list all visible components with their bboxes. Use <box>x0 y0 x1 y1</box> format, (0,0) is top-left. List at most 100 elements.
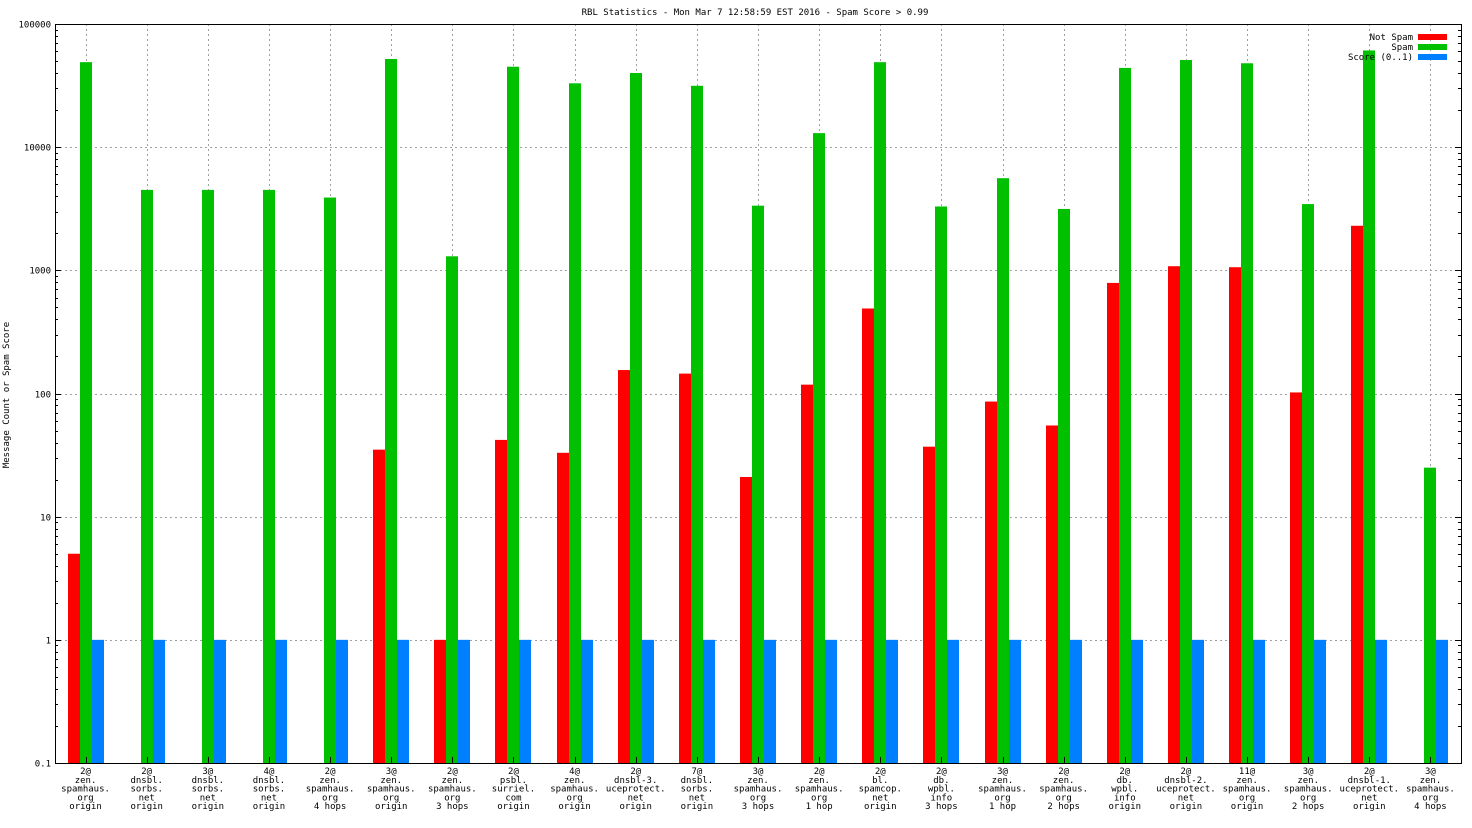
bar-not-spam <box>1229 267 1241 763</box>
x-tick-label: org <box>322 793 338 803</box>
bar-score-0-1 <box>1375 639 1387 763</box>
bar-spam <box>569 83 581 763</box>
bar-score-0-1 <box>397 639 409 763</box>
legend-swatch <box>1418 54 1447 60</box>
x-tick-label: 2 hops <box>1047 802 1080 812</box>
bar-not-spam <box>862 308 874 763</box>
x-tick-label: zen. <box>1053 776 1075 786</box>
bar-spam <box>1302 204 1314 764</box>
x-tick-label: info <box>1114 793 1136 803</box>
y-axis-label: Message Count or Spam Score <box>2 322 12 468</box>
bar-score-0-1 <box>214 639 226 763</box>
x-tick-label: origin <box>375 802 408 812</box>
bar-spam <box>1241 63 1253 764</box>
x-tick-label: 1 hop <box>989 802 1016 812</box>
x-tick-label: origin <box>69 802 102 812</box>
x-axis-ticks: 2@zen.spamhaus.orgorigin2@dnsbl.sorbs.ne… <box>61 757 1455 812</box>
bar-spam <box>997 178 1009 763</box>
x-tick-label: 2@ <box>1119 767 1130 777</box>
bar-not-spam <box>923 446 935 763</box>
bar-spam <box>202 189 214 763</box>
x-tick-label: zen. <box>564 776 586 786</box>
x-tick-label: 3@ <box>1425 767 1436 777</box>
bar-not-spam <box>373 449 385 763</box>
x-tick-label: org <box>566 793 582 803</box>
x-tick-label: spamhaus. <box>61 785 110 795</box>
x-tick-label: zen. <box>1236 776 1258 786</box>
x-tick-label: 3@ <box>386 767 397 777</box>
x-tick-label: origin <box>864 802 897 812</box>
bar-score-0-1 <box>458 639 470 763</box>
bar-score-0-1 <box>275 639 287 763</box>
bar-spam <box>1180 60 1192 764</box>
x-tick-label: uceprotect. <box>606 785 666 795</box>
x-tick-label: spamhaus. <box>978 785 1027 795</box>
x-tick-label: origin <box>558 802 591 812</box>
x-tick-label: spamhaus. <box>1223 785 1272 795</box>
x-tick-label: 2@ <box>447 767 458 777</box>
legend-swatch <box>1418 34 1447 40</box>
x-tick-label: dnsbl. <box>681 776 714 786</box>
bar-score-0-1 <box>825 639 837 763</box>
x-tick-label: org <box>444 793 460 803</box>
bar-spam <box>1424 467 1436 763</box>
x-tick-label: 3@ <box>753 767 764 777</box>
x-tick-label: 3 hops <box>925 802 958 812</box>
bar-score-0-1 <box>1009 639 1021 763</box>
x-tick-label: 2@ <box>1058 767 1069 777</box>
bar-score-0-1 <box>764 639 776 763</box>
bar-score-0-1 <box>642 639 654 763</box>
legend-swatch <box>1418 44 1447 50</box>
x-tick-label: spamhaus. <box>1039 785 1088 795</box>
bar-score-0-1 <box>1131 639 1143 763</box>
x-tick-label: spamhaus. <box>1284 785 1333 795</box>
legend-label: Score (0..1) <box>1348 53 1413 63</box>
bar-spam <box>935 206 947 763</box>
bar-not-spam <box>740 476 752 763</box>
x-tick-label: net <box>1361 793 1377 803</box>
bar-not-spam <box>1046 425 1058 763</box>
x-tick-label: db. <box>1117 776 1133 786</box>
x-tick-label: origin <box>619 802 652 812</box>
y-tick-label: 0.1 <box>35 760 51 770</box>
x-tick-label: origin <box>497 802 530 812</box>
x-tick-label: 7@ <box>691 767 702 777</box>
bar-spam <box>324 197 336 763</box>
bar-score-0-1 <box>1070 639 1082 763</box>
bar-spam <box>385 58 397 763</box>
x-tick-label: 4@ <box>264 767 275 777</box>
x-tick-label: spamhaus. <box>734 785 783 795</box>
x-tick-label: spamhaus. <box>428 785 477 795</box>
bar-score-0-1 <box>336 639 348 763</box>
x-tick-label: net <box>689 793 705 803</box>
x-tick-label: origin <box>1170 802 1203 812</box>
x-tick-label: wpbl. <box>1111 785 1138 795</box>
bar-not-spam <box>985 401 997 763</box>
bar-not-spam <box>557 452 569 763</box>
y-tick-label: 1 <box>46 637 51 647</box>
bar-spam <box>1119 67 1131 764</box>
bar-spam <box>507 66 519 764</box>
bar-not-spam <box>1168 266 1180 763</box>
x-tick-label: org <box>750 793 766 803</box>
x-tick-label: 4 hops <box>1414 802 1447 812</box>
x-tick-label: 3@ <box>1303 767 1314 777</box>
x-tick-label: 3 hops <box>742 802 775 812</box>
x-tick-label: zen. <box>1297 776 1319 786</box>
x-tick-label: origin <box>1109 802 1142 812</box>
x-tick-label: dnsbl. <box>192 776 225 786</box>
bar-not-spam <box>801 384 813 763</box>
x-tick-label: org <box>811 793 827 803</box>
chart-title: RBL Statistics - Mon Mar 7 12:58:59 EST … <box>582 8 929 18</box>
x-tick-label: 3@ <box>202 767 213 777</box>
x-tick-label: bl. <box>872 776 888 786</box>
x-tick-label: dnsbl-1. <box>1348 776 1391 786</box>
x-tick-label: zen. <box>319 776 341 786</box>
x-tick-label: dnsbl. <box>253 776 286 786</box>
x-tick-label: surriel. <box>492 785 535 795</box>
x-tick-label: spamhaus. <box>367 785 416 795</box>
bar-score-0-1 <box>519 639 531 763</box>
bar-not-spam <box>68 553 80 763</box>
x-tick-label: 4@ <box>569 767 580 777</box>
